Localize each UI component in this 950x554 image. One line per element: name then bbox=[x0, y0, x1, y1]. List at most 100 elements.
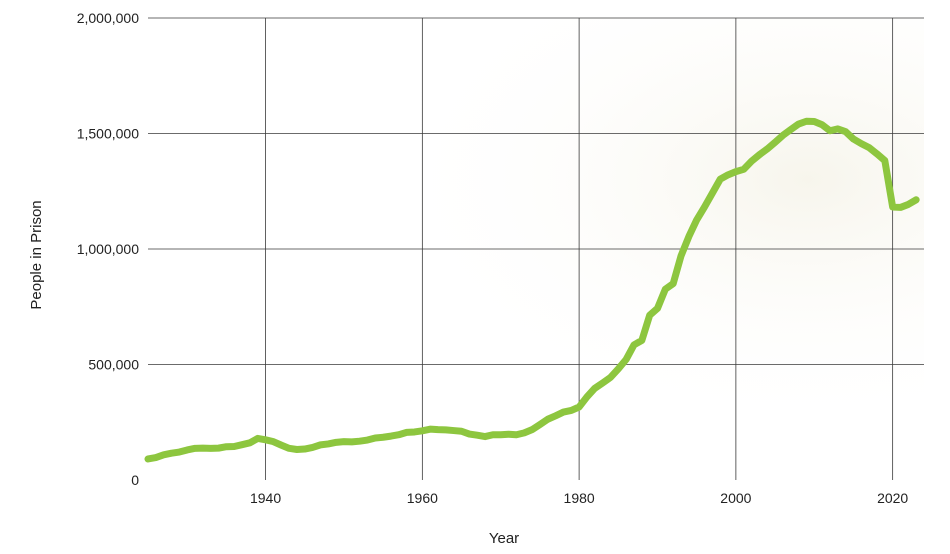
series-line bbox=[144, 117, 920, 463]
data-point bbox=[670, 281, 676, 287]
data-point bbox=[835, 126, 841, 132]
data-point bbox=[270, 439, 276, 445]
data-point bbox=[412, 429, 418, 435]
y-axis-title: People in Prison bbox=[28, 200, 45, 309]
x-tick-label: 1960 bbox=[407, 490, 438, 506]
data-point bbox=[443, 427, 449, 433]
x-tick-label: 1940 bbox=[250, 490, 281, 506]
data-point bbox=[796, 121, 802, 127]
data-point bbox=[325, 441, 331, 447]
y-tick-label: 1,500,000 bbox=[77, 126, 139, 142]
data-point bbox=[404, 429, 410, 435]
data-point bbox=[717, 176, 723, 182]
data-point bbox=[725, 172, 731, 178]
data-point bbox=[223, 444, 229, 450]
data-point bbox=[380, 434, 386, 440]
data-point bbox=[545, 416, 551, 422]
x-axis-tick-labels: 1940 1960 1980 2000 2020 bbox=[250, 490, 908, 506]
data-point bbox=[216, 445, 222, 451]
data-point bbox=[459, 428, 465, 434]
y-tick-label: 2,000,000 bbox=[77, 10, 139, 26]
data-point bbox=[780, 132, 786, 138]
y-tick-label: 1,000,000 bbox=[77, 241, 139, 257]
data-point bbox=[537, 422, 543, 428]
x-axis-title: Year bbox=[489, 530, 519, 547]
data-point bbox=[474, 432, 480, 438]
data-point bbox=[482, 434, 488, 440]
data-point bbox=[231, 444, 237, 450]
data-point bbox=[803, 118, 809, 124]
data-point bbox=[788, 127, 794, 133]
data-point bbox=[709, 190, 715, 196]
data-point bbox=[521, 430, 527, 436]
data-point bbox=[498, 432, 504, 438]
data-point bbox=[490, 432, 496, 438]
data-point bbox=[639, 337, 645, 343]
data-point bbox=[874, 151, 880, 157]
y-tick-label: 500,000 bbox=[88, 357, 139, 373]
data-point bbox=[302, 446, 308, 452]
data-point bbox=[427, 426, 433, 432]
data-point bbox=[278, 442, 284, 448]
data-point bbox=[553, 413, 559, 419]
data-point bbox=[294, 447, 300, 453]
data-point bbox=[239, 442, 245, 448]
data-point bbox=[607, 374, 613, 380]
data-point bbox=[866, 145, 872, 151]
y-tick-label: 0 bbox=[131, 472, 139, 488]
x-tick-label: 1980 bbox=[564, 490, 595, 506]
data-point bbox=[890, 204, 896, 210]
data-point bbox=[161, 452, 167, 458]
x-tick-label: 2020 bbox=[877, 490, 908, 506]
data-point bbox=[905, 201, 911, 207]
data-point bbox=[882, 158, 888, 164]
data-point bbox=[513, 432, 519, 438]
data-point bbox=[741, 166, 747, 172]
data-point bbox=[466, 431, 472, 437]
data-point bbox=[850, 136, 856, 142]
data-point bbox=[897, 204, 903, 210]
data-point bbox=[435, 427, 441, 433]
data-point bbox=[764, 146, 770, 152]
data-point bbox=[286, 445, 292, 451]
data-point bbox=[263, 437, 269, 443]
data-point bbox=[647, 312, 653, 318]
data-point bbox=[145, 456, 151, 462]
data-point bbox=[913, 197, 919, 203]
data-point bbox=[176, 449, 182, 455]
data-point bbox=[255, 435, 261, 441]
data-point bbox=[615, 366, 621, 372]
data-point bbox=[506, 431, 512, 437]
data-point bbox=[592, 385, 598, 391]
data-point bbox=[811, 118, 817, 124]
data-point bbox=[631, 342, 637, 348]
data-point bbox=[317, 442, 323, 448]
data-point bbox=[451, 428, 457, 434]
data-point bbox=[858, 141, 864, 147]
data-point bbox=[247, 440, 253, 446]
data-point bbox=[756, 152, 762, 158]
data-point bbox=[733, 169, 739, 175]
data-point bbox=[827, 128, 833, 134]
data-point bbox=[388, 433, 394, 439]
y-axis-tick-labels: 0 500,000 1,000,000 1,500,000 2,000,000 bbox=[77, 10, 140, 488]
data-point bbox=[843, 129, 849, 135]
data-point bbox=[654, 305, 660, 311]
data-point bbox=[772, 139, 778, 145]
data-point bbox=[208, 445, 214, 451]
data-point bbox=[749, 158, 755, 164]
data-point bbox=[169, 450, 175, 456]
data-point bbox=[333, 439, 339, 445]
data-point bbox=[686, 234, 692, 240]
data-point bbox=[372, 435, 378, 441]
data-point bbox=[560, 409, 566, 415]
data-point bbox=[702, 204, 708, 210]
data-point bbox=[694, 217, 700, 223]
data-point bbox=[184, 447, 190, 453]
data-point bbox=[584, 394, 590, 400]
data-point bbox=[419, 428, 425, 434]
data-point bbox=[153, 455, 159, 461]
data-point bbox=[678, 253, 684, 259]
data-point bbox=[200, 445, 206, 451]
